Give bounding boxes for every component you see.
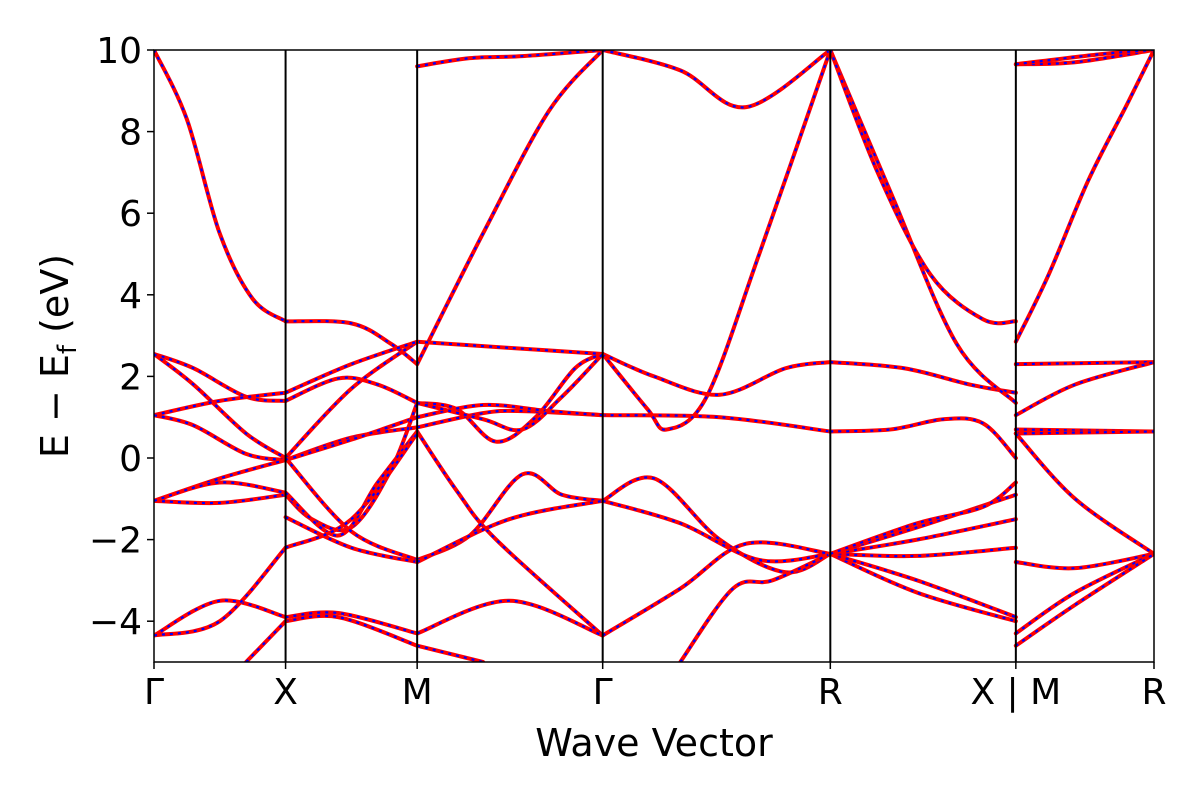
band-line-6 [154,351,288,460]
y-tick-label-5: 6 [119,194,142,235]
y-axis-ticks: −4 −2 0 2 4 6 8 10 [89,31,154,643]
band-dashed-38 [602,541,831,637]
band-dashed-14 [285,426,418,462]
band-dashed-52 [602,50,831,109]
band-dashed-48 [830,518,1017,555]
band-dashed-64 [1015,552,1154,647]
bands-group [154,50,1154,662]
band-dashed-54 [1014,50,1154,343]
x-tick-label-1: X [273,672,298,713]
y-axis-title: E − Ef (eV) [33,254,83,458]
y-axis-title-unit: (eV) [33,254,77,345]
band-line-44 [678,551,833,662]
band-line-26 [154,480,288,503]
y-tick-label-6: 8 [119,113,142,154]
band-dashed-61 [1015,432,1154,555]
band-dashed-47 [830,546,1016,558]
x-tick-label-0: Γ [144,672,164,713]
band-dashed-29 [284,457,418,562]
x-axis-ticks: Γ X M Γ R X | M R [144,662,1167,713]
band-line-33 [415,498,605,565]
band-dashed-18 [154,458,286,502]
band-dashed-42 [416,644,484,662]
band-dashed-58 [1015,361,1154,417]
band-dashed-28 [416,430,604,637]
band-dashed-25 [416,353,604,432]
band-dashed-35 [154,599,286,637]
kpoint-lines-group [284,50,1017,662]
band-dashed-3 [154,352,286,402]
plot-frame [153,49,1155,663]
band-dashed-9 [602,352,831,396]
band-line-11 [154,390,288,418]
band-dashed-16 [602,414,831,433]
y-tick-label-0: −4 [89,602,142,643]
band-dashed-4 [285,376,418,404]
band-dashed-2 [416,50,604,365]
y-tick-label-3: 2 [119,357,142,398]
x-tick-label-2: M [402,672,433,713]
band-dashed-5 [416,352,604,443]
band-dashed-46 [829,552,1017,619]
y-axis-title-subscript: f [53,344,83,354]
band-line-7 [283,339,420,460]
band-dashed-20 [416,403,603,419]
band-dashed-12 [285,340,418,394]
band-dashed-63 [1015,552,1154,635]
band-dashed-17 [830,417,1017,459]
band-dashed-13 [154,414,286,462]
x-axis-title: Wave Vector [535,721,773,765]
band-line-41 [283,613,420,648]
band-dashed-27 [284,430,419,537]
band-dashed-39 [154,547,287,637]
band-line-34 [600,498,833,564]
band-dashed-1 [285,319,418,366]
band-line-57 [1013,360,1154,367]
band-dashed-40 [285,432,419,549]
x-tick-label-3: Γ [593,672,613,713]
band-dashed-43 [245,620,287,662]
band-dashed-51 [416,50,603,68]
band-dashed-23 [154,493,286,505]
y-tick-label-4: 4 [119,276,142,317]
x-tick-label-4: R [818,672,843,713]
y-tick-label-1: −2 [89,521,142,562]
band-dashed-50 [829,481,1017,555]
band-line-36 [283,610,420,636]
band-dashed-10 [830,361,1017,394]
y-tick-label-2: 0 [119,439,142,480]
band-dashed-32 [285,516,418,564]
y-tick-label-7: 10 [96,31,142,72]
band-line-45 [828,551,1018,624]
band-dashed-22 [829,50,1017,404]
x-tick-label-6: R [1141,672,1166,713]
x-tick-label-5: X | M [970,672,1061,713]
band-dashed-49 [829,493,1017,555]
band-dashed-62 [1015,552,1154,570]
y-axis-title-main: E − E [33,354,77,458]
band-line-60 [1013,429,1154,436]
band-dashed-53 [829,50,1016,325]
band-dashed-37 [416,599,604,637]
band-dashed-0 [154,50,287,323]
band-dashed-21 [601,50,832,431]
band-dashed-56 [1015,50,1154,66]
band-dashed-19 [285,416,418,462]
band-line-8 [415,339,605,356]
